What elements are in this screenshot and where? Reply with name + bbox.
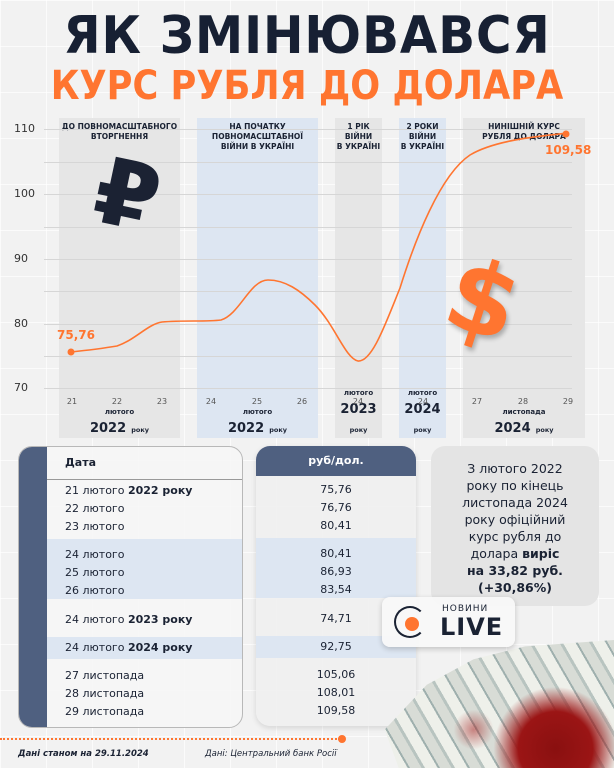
end-value-label: 109,58	[545, 143, 592, 157]
footer-divider	[0, 738, 340, 740]
band-pre-invasion: ДО ПОВНОМАСШТАБНОГО ВТОРГНЕННЯ лютого 2022…	[59, 118, 180, 438]
x-tick: 26	[296, 397, 308, 406]
table-row: 28 листопада	[65, 687, 145, 700]
date-column-header: Дата	[65, 456, 97, 469]
rate-cell: 80,41	[320, 519, 352, 532]
x-tick: 24	[352, 397, 364, 406]
exchange-rate-chart: ДО ПОВНОМАСШТАБНОГО ВТОРГНЕННЯ лютого 2022…	[0, 110, 614, 440]
gridline-100	[44, 194, 572, 195]
row-group-war-start	[47, 539, 242, 599]
x-tick: 24	[205, 397, 217, 406]
page-title-line1: ЯК ЗМІНЮВАВСЯ	[63, 6, 551, 66]
table-row: 27 листопада	[65, 669, 145, 682]
y-tick: 80	[14, 317, 28, 330]
rate-cell: 108,01	[316, 686, 356, 699]
y-tick: 110	[14, 122, 35, 135]
x-tick: 22	[111, 397, 123, 406]
band-1-year: 1 РІК ВІЙНИ В УКРАЇНІ лютого 2023 року	[335, 118, 382, 438]
rate-column-header: руб/дол.	[256, 446, 416, 476]
logo-ring-icon	[394, 606, 426, 638]
x-tick: 21	[66, 397, 78, 406]
table-row: 25 лютого	[65, 566, 125, 579]
table-row: 24 лютого 2023 року	[65, 613, 193, 626]
rate-cell: 83,54	[320, 583, 352, 596]
gridline-95	[44, 227, 572, 228]
rate-cell: 76,76	[320, 501, 352, 514]
rate-line	[67, 130, 570, 362]
page-title-line2: КУРС РУБЛЯ ДО ДОЛАРА	[50, 63, 564, 109]
table-row: 23 лютого	[65, 520, 125, 533]
rate-cell: 86,93	[320, 565, 352, 578]
date-table: Дата 21 лютого 2022 року 22 лютого 23 лю…	[18, 446, 243, 728]
gridline-110	[44, 129, 572, 130]
x-tick: 29	[562, 397, 574, 406]
band-war-start: НА ПОЧАТКУ ПОВНОМАСШТАБНОЇ ВІЙНИ В УКРАЇНІ…	[197, 118, 318, 438]
data-as-of: Дані станом на 29.11.2024	[18, 749, 149, 759]
y-tick: 100	[14, 187, 35, 200]
x-tick: 23	[156, 397, 168, 406]
novyny-live-logo: НОВИНИ LIVE	[382, 597, 515, 647]
x-tick: 24	[417, 397, 429, 406]
row-group-2024	[47, 637, 242, 659]
data-source: Дані: Центральний банк Росії	[205, 749, 337, 759]
rate-cell: 74,71	[320, 612, 352, 625]
table-row: 24 лютого 2024 року	[65, 641, 193, 654]
table-row: 22 лютого	[65, 502, 125, 515]
gridline-90	[44, 259, 572, 260]
summary-box: З лютого 2022 року по кінець листопада 2…	[431, 446, 599, 606]
y-tick: 70	[14, 381, 28, 394]
gridline-80	[44, 324, 572, 325]
x-tick: 25	[251, 397, 263, 406]
table-row: 29 листопада	[65, 705, 145, 718]
rate-table: руб/дол. 75,76 76,76 80,41 80,41 86,93 8…	[256, 446, 416, 726]
rate-cell: 80,41	[320, 547, 352, 560]
table-row: 26 лютого	[65, 584, 125, 597]
band-2-years: 2 РОКИ ВІЙНИ В УКРАЇНІ лютого 2024 року	[399, 118, 446, 438]
gridline-75	[44, 356, 572, 357]
rate-cell: 109,58	[316, 704, 356, 717]
x-tick: 28	[517, 397, 529, 406]
rate-cell: 75,76	[320, 483, 352, 496]
table-row: 24 лютого	[65, 548, 125, 561]
band-current: НИНІШНІЙ КУРС РУБЛЯ ДО ДОЛАРА листопада 20…	[463, 118, 585, 438]
table-row: 21 лютого 2022 року	[65, 484, 193, 497]
table-stripe	[19, 447, 47, 727]
y-tick: 90	[14, 252, 28, 265]
gridline-105	[44, 162, 572, 163]
x-tick: 27	[471, 397, 483, 406]
gridline-70	[44, 388, 572, 389]
rate-cell: 105,06	[316, 668, 356, 681]
start-value-label: 75,76	[57, 328, 95, 342]
gridline-85	[44, 291, 572, 292]
rate-cell: 92,75	[320, 640, 352, 653]
